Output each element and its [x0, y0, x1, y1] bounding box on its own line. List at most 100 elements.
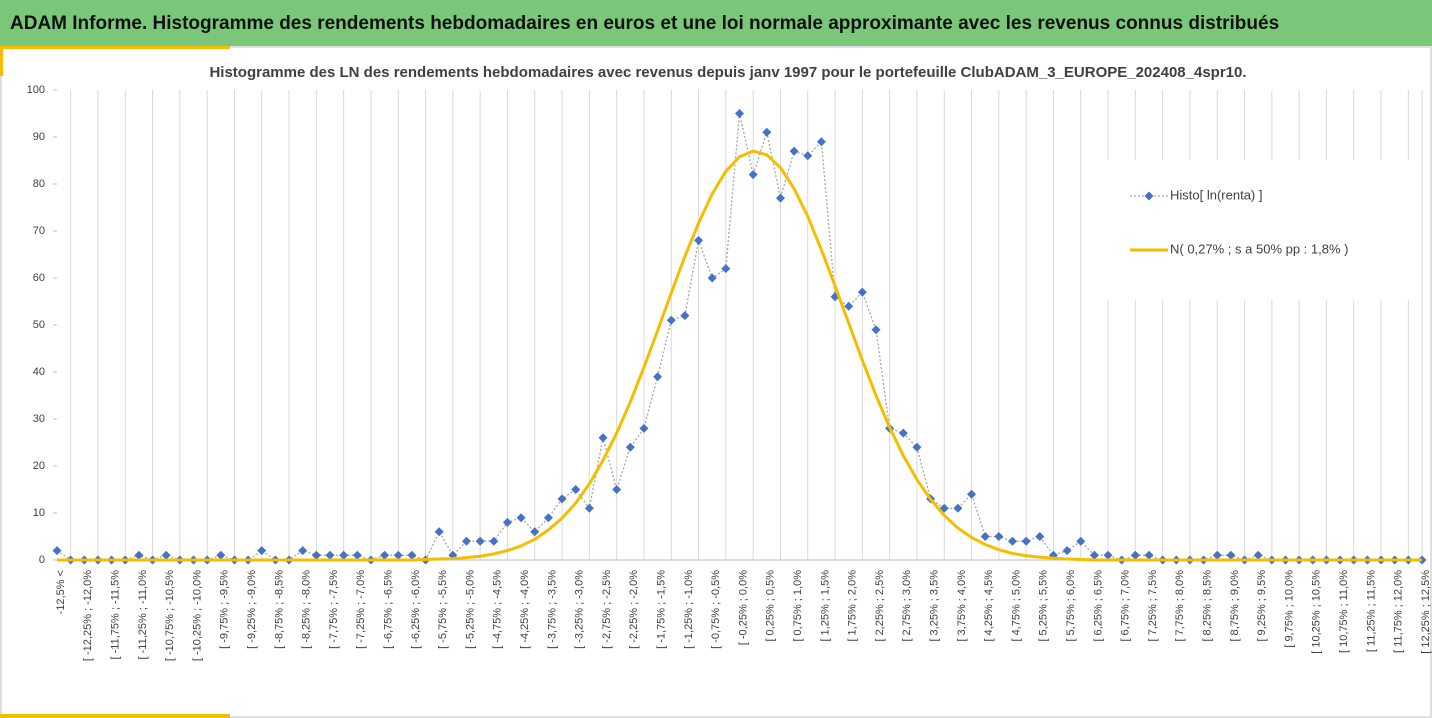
data-point	[339, 550, 349, 560]
x-tick-label: [ 9,25% ; 9,5%	[1256, 570, 1268, 642]
data-point	[1021, 536, 1031, 546]
data-point	[816, 137, 826, 147]
x-tick-label: [ -4,75% ; -4,5%	[492, 570, 504, 649]
data-point	[489, 536, 499, 546]
x-tick-label: [ -0,25% ; 0,0%	[737, 570, 749, 645]
data-point	[844, 301, 854, 311]
y-tick-label: 50	[33, 319, 45, 331]
y-tick-label: 10	[33, 507, 45, 519]
data-point	[1103, 550, 1113, 560]
x-tick-label: [ -9,75% ; -9,5%	[219, 570, 231, 649]
x-tick-label: [ 10,75% ; 11,0%	[1338, 570, 1350, 653]
x-tick-label: [ -1,25% ; -1,0%	[683, 570, 695, 649]
data-point	[216, 550, 226, 560]
data-point	[516, 513, 526, 523]
data-point	[134, 550, 144, 560]
x-tick-label: [ 6,75% ; 7,0%	[1120, 570, 1132, 642]
data-point	[694, 235, 704, 245]
legend-marker	[1144, 191, 1154, 201]
x-tick-label: [ -10,75% ; -10,5%	[164, 570, 176, 661]
x-tick-label: [ -6,25% ; -6,0%	[410, 570, 422, 649]
data-point	[994, 532, 1004, 541]
x-tick-label: [ 5,75% ; 6,0%	[1065, 570, 1077, 642]
data-point	[775, 193, 785, 203]
x-tick-label: [ 12,25% ; 12,5%	[1420, 570, 1432, 654]
data-point	[953, 503, 963, 513]
x-tick-label: [ -3,25% ; -3,0%	[574, 570, 586, 649]
chart-frame	[0, 46, 1432, 718]
data-point	[967, 489, 977, 499]
data-point	[393, 550, 403, 560]
data-point	[1035, 532, 1045, 541]
x-tick-label: [ 2,75% ; 3,0%	[901, 570, 913, 642]
chart-title: Histogramme des LN des rendements hebdom…	[209, 64, 1246, 81]
data-point	[898, 428, 908, 438]
accent	[0, 714, 230, 718]
x-tick-label: [ -8,75% ; -8,5%	[273, 570, 285, 649]
data-point	[311, 550, 321, 560]
x-tick-label: [ 4,25% ; 4,5%	[983, 570, 995, 642]
data-point	[1089, 550, 1099, 560]
x-tick-label: [ -5,25% ; -5,0%	[464, 570, 476, 649]
data-point	[748, 170, 758, 180]
data-point	[639, 423, 649, 433]
x-tick-label: [ -2,25% ; -2,0%	[628, 570, 640, 649]
legend-label: N( 0,27% ; s a 50% pp : 1,8% )	[1170, 241, 1348, 256]
data-point	[980, 532, 990, 541]
data-point	[407, 550, 417, 560]
data-point	[735, 109, 744, 118]
x-tick-label: [ 4,75% ; 5,0%	[1010, 570, 1022, 642]
data-point	[52, 546, 62, 556]
x-tick-label: [ 1,75% ; 2,0%	[847, 570, 859, 642]
header-title: ADAM Informe. Histogramme des rendements…	[10, 13, 1279, 34]
x-tick-label: [ 8,25% ; 8,5%	[1202, 570, 1214, 642]
data-point	[857, 287, 867, 297]
data-point	[871, 325, 881, 335]
x-tick-label: [ -12,25% ; -12,0%	[82, 570, 94, 661]
x-tick-label: [ 11,75% ; 12,0%	[1393, 570, 1405, 653]
data-point	[557, 494, 567, 504]
data-point	[803, 151, 813, 161]
x-tick-label: [ 6,25% ; 6,5%	[1092, 570, 1104, 642]
x-tick-label: [ 1,25% ; 1,5%	[819, 570, 831, 642]
accent	[0, 46, 3, 76]
x-tick-label: [ 5,25% ; 5,5%	[1038, 570, 1050, 642]
data-point	[612, 485, 622, 494]
data-point	[325, 550, 335, 560]
data-point	[912, 442, 922, 452]
data-point	[475, 536, 485, 546]
data-point	[721, 264, 731, 274]
x-tick-label: [ 8,75% ; 9,0%	[1229, 570, 1241, 642]
data-point	[530, 527, 540, 537]
x-tick-label: [ -7,25% ; -7,0%	[355, 570, 367, 649]
x-tick-label: [ 0,25% ; 0,5%	[765, 570, 777, 642]
x-tick-label: [ -0,75% ; -0,5%	[710, 570, 722, 649]
x-tick-label: [ 2,25% ; 2,5%	[874, 570, 886, 642]
x-tick-label: [ -10,25% ; -10,0%	[191, 570, 203, 661]
x-tick-label: [ -5,75% ; -5,5%	[437, 570, 449, 649]
data-point	[257, 546, 267, 556]
data-point	[462, 536, 471, 546]
data-point	[1008, 536, 1017, 546]
data-point	[543, 513, 553, 523]
x-tick-label: [ -11,75% ; -11,5%	[110, 570, 122, 660]
x-tick-label: [ 3,75% ; 4,0%	[956, 570, 968, 642]
y-tick-label: 90	[33, 131, 45, 143]
data-point	[598, 433, 608, 443]
x-tick-label: [ 9,75% ; 10,0%	[1283, 570, 1295, 648]
data-point	[571, 485, 581, 494]
data-point	[666, 315, 676, 325]
data-point	[1062, 546, 1072, 556]
accent	[0, 46, 230, 49]
x-tick-label: [ 7,75% ; 8,0%	[1174, 570, 1186, 642]
data-point	[298, 546, 308, 556]
x-tick-label: [ -7,75% ; -7,5%	[328, 570, 340, 649]
data-point	[653, 372, 663, 382]
y-tick-label: 60	[33, 272, 45, 284]
data-point	[584, 503, 594, 513]
x-tick-label: [ 7,25% ; 7,5%	[1147, 570, 1159, 642]
x-tick-label: [ 3,25% ; 3,5%	[929, 570, 941, 642]
x-tick-label: [ 0,75% ; 1,0%	[792, 570, 804, 642]
x-tick-label: [ -6,75% ; -6,5%	[383, 570, 395, 649]
data-point	[380, 550, 390, 560]
